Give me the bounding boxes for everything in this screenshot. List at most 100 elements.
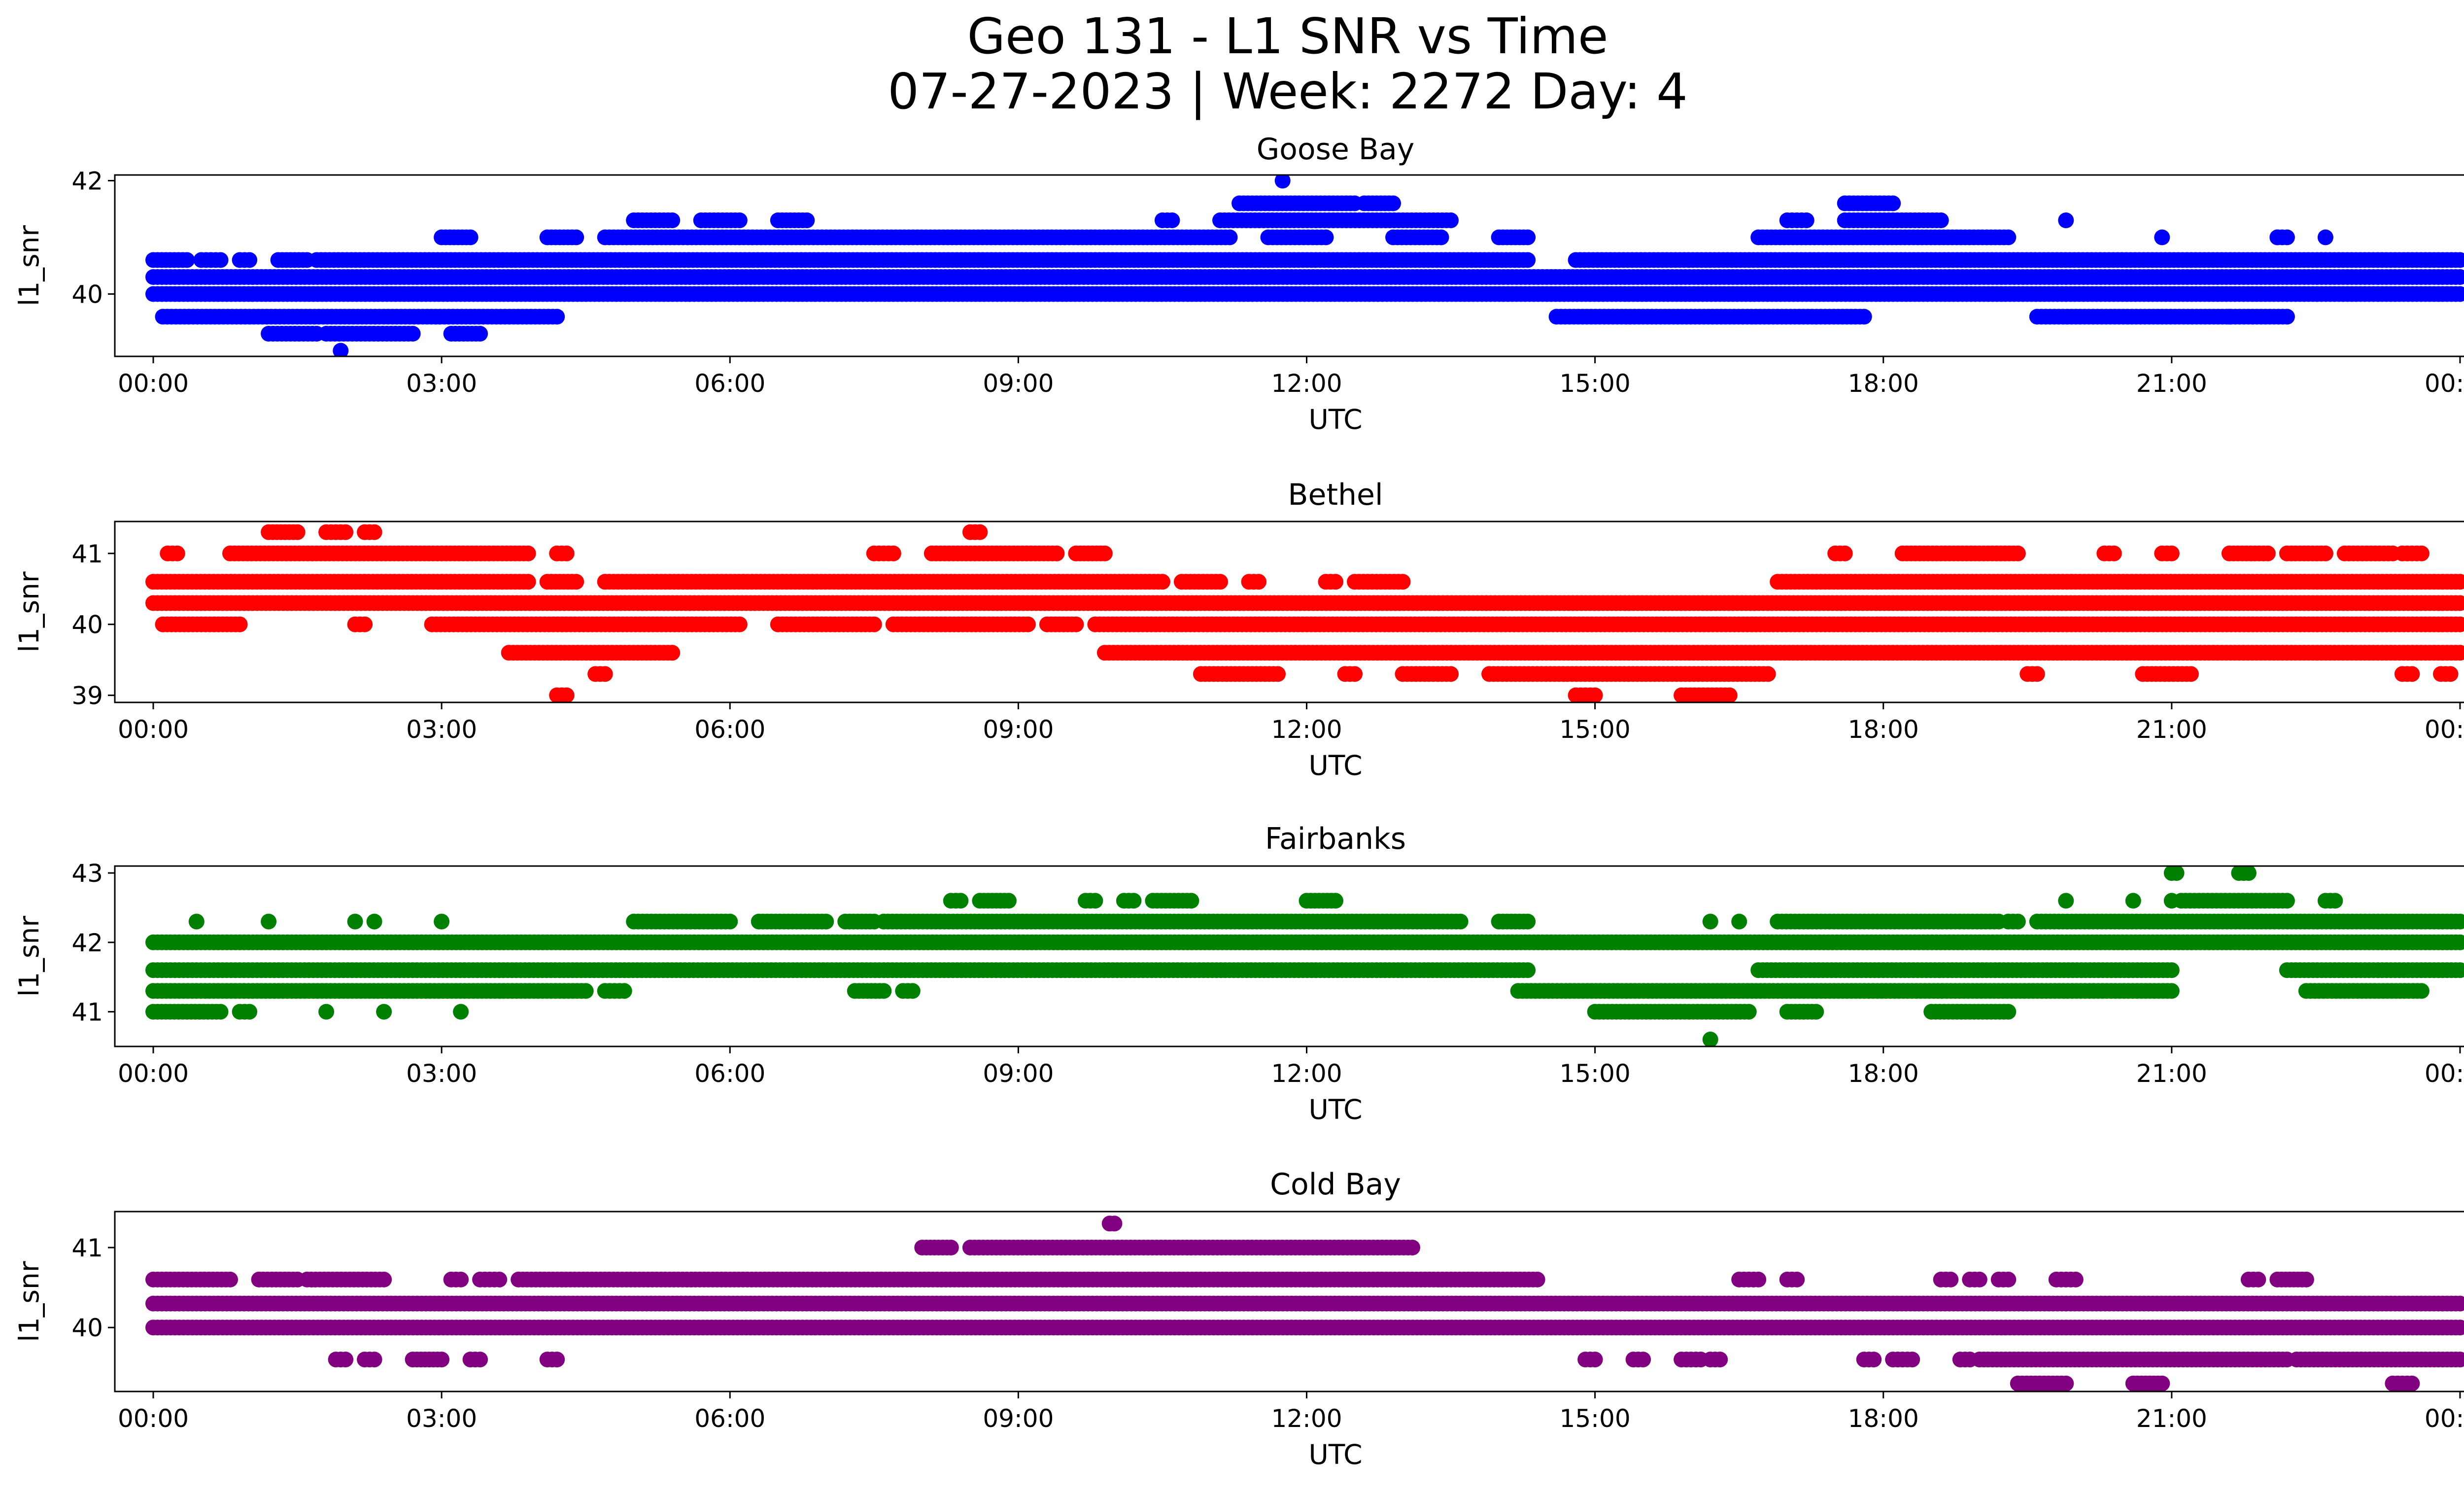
x-tick-label: 12:00 xyxy=(1271,715,1342,744)
x-tick-label: 18:00 xyxy=(1848,369,1919,398)
series-points xyxy=(145,175,2464,356)
x-tick-label: 03:00 xyxy=(406,369,477,398)
data-point xyxy=(2279,309,2295,325)
data-point xyxy=(366,524,382,540)
plot-frame xyxy=(114,521,2464,703)
data-point xyxy=(338,524,354,540)
data-point xyxy=(1856,309,1872,325)
data-point xyxy=(866,616,882,632)
data-point xyxy=(2404,666,2420,682)
data-point xyxy=(241,252,258,268)
data-point xyxy=(664,212,681,228)
data-point xyxy=(549,309,565,325)
figure-title-line2: 07-27-2023 | Week: 2272 Day: 4 xyxy=(888,63,1687,120)
data-point xyxy=(472,326,488,342)
data-point xyxy=(1164,212,1180,228)
data-point xyxy=(1520,252,1536,268)
data-point xyxy=(179,252,195,268)
data-point xyxy=(1222,229,1238,245)
subplot-title: Fairbanks xyxy=(1265,822,1406,856)
data-point xyxy=(357,616,373,632)
data-point xyxy=(2452,574,2464,590)
data-point xyxy=(1520,962,1536,978)
data-point xyxy=(2106,545,2122,561)
x-tick-label: 09:00 xyxy=(983,715,1054,744)
y-tick-label: 41 xyxy=(71,540,103,568)
series-points xyxy=(145,866,2464,1046)
data-point xyxy=(2154,229,2170,245)
x-tick-label: 03:00 xyxy=(406,715,477,744)
x-tick-label: 15:00 xyxy=(1560,369,1631,398)
data-point xyxy=(1798,212,1814,228)
data-point xyxy=(2317,229,2333,245)
data-point xyxy=(405,326,421,342)
data-point xyxy=(1721,687,1738,702)
x-tick-label: 00:00 xyxy=(118,715,189,744)
data-point xyxy=(731,616,748,632)
data-point xyxy=(1049,545,1065,561)
data-point xyxy=(1433,229,1449,245)
data-point xyxy=(568,229,584,245)
y-tick-label: 42 xyxy=(71,167,103,196)
data-point xyxy=(2183,666,2199,682)
data-point xyxy=(2163,962,2180,978)
data-point xyxy=(2317,545,2333,561)
data-point xyxy=(2163,545,2180,561)
data-point xyxy=(1520,229,1536,245)
data-point xyxy=(1328,574,1343,590)
data-point xyxy=(520,574,536,590)
data-point xyxy=(799,212,815,228)
y-axis-label: l1_snr xyxy=(13,571,45,652)
data-point xyxy=(169,545,185,561)
x-axis-label: UTC xyxy=(1308,404,1362,435)
x-tick-label: 09:00 xyxy=(983,369,1054,398)
data-point xyxy=(1020,616,1036,632)
data-point xyxy=(2452,645,2464,661)
data-point xyxy=(520,545,536,561)
y-axis-label: l1_snr xyxy=(13,225,45,306)
data-point xyxy=(558,687,575,702)
series-points xyxy=(145,524,2464,702)
x-tick-label: 21:00 xyxy=(2136,715,2207,744)
data-point xyxy=(462,229,479,245)
data-point xyxy=(664,645,681,661)
data-point xyxy=(2000,229,2017,245)
data-point xyxy=(1385,195,1401,211)
data-point xyxy=(972,524,988,540)
data-point xyxy=(2452,252,2464,268)
figure-title-line1: Geo 131 - L1 SNR vs Time xyxy=(967,7,1608,65)
data-point xyxy=(212,252,229,268)
data-point xyxy=(289,524,306,540)
plot-frame xyxy=(114,174,2464,357)
x-tick-label: 15:00 xyxy=(1560,715,1631,744)
data-point xyxy=(232,616,248,632)
data-point xyxy=(1443,212,1459,228)
data-point xyxy=(1587,687,1603,702)
data-point xyxy=(597,666,613,682)
data-point xyxy=(1068,616,1084,632)
data-point xyxy=(2269,229,2286,245)
data-point xyxy=(1318,229,1334,245)
x-axis-label: UTC xyxy=(1308,750,1362,781)
data-point xyxy=(1212,574,1228,590)
data-point xyxy=(885,545,901,561)
data-point xyxy=(1251,574,1266,590)
data-point xyxy=(731,212,748,228)
data-point xyxy=(2259,545,2276,561)
data-point xyxy=(568,574,584,590)
data-point xyxy=(1443,666,1459,682)
y-tick-label: 40 xyxy=(71,611,103,639)
data-point xyxy=(2452,962,2464,978)
data-point xyxy=(2221,309,2237,325)
data-point xyxy=(1395,574,1411,590)
data-point xyxy=(1885,195,1901,211)
data-point xyxy=(2010,545,2026,561)
data-point xyxy=(1760,666,1776,682)
y-tick-label: 39 xyxy=(71,682,103,710)
data-point xyxy=(2413,545,2430,561)
